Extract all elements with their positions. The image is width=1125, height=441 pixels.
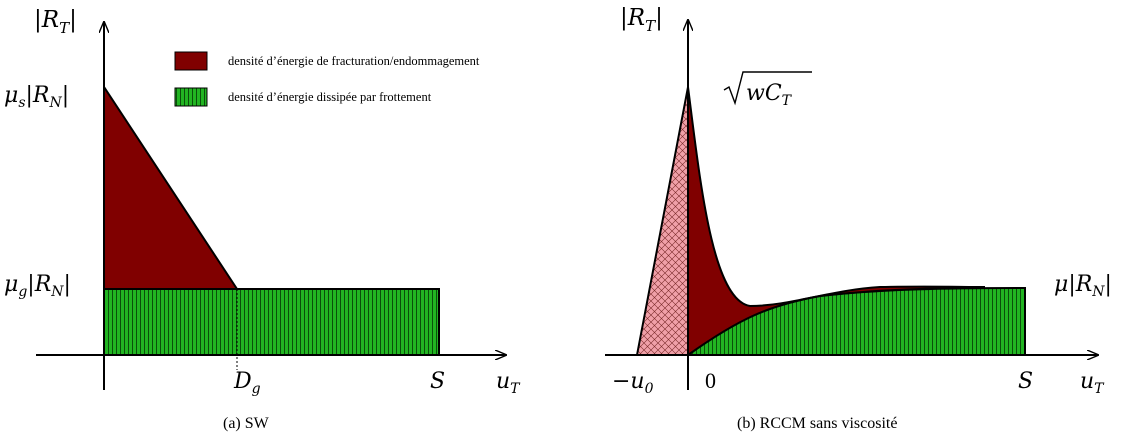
legend-fracture-swatch xyxy=(174,51,208,71)
caption-a: (a) SW xyxy=(223,415,270,432)
mu-s-label: μs|RN| xyxy=(4,83,69,111)
neg-u0-label: −u0 xyxy=(612,369,654,397)
fracture-area-b xyxy=(687,86,986,357)
y-axis-label-b: |RT| xyxy=(620,5,663,35)
legend-friction-swatch xyxy=(174,87,208,107)
panel-a: densité d’énergie de fracturation/endomm… xyxy=(4,7,521,432)
x-axis-label-b: uT xyxy=(1080,369,1105,397)
panel-b: |RT| wCT μ|RN| −u0 0 S uT (b) RCCM sans … xyxy=(605,5,1112,432)
s-label-a: S xyxy=(430,369,445,394)
caption-b: (b) RCCM sans viscosité xyxy=(737,415,897,432)
dg-label: Dg xyxy=(233,369,261,397)
zero-label: 0 xyxy=(705,368,716,393)
mu-g-label: μg|RN| xyxy=(4,272,71,300)
mu-label-b: μ|RN| xyxy=(1054,272,1112,300)
y-axis-label-a: |RT| xyxy=(34,7,77,37)
viscous-triangle-b xyxy=(635,86,689,356)
legend-fracture-label: densité d’énergie de fracturation/endomm… xyxy=(228,54,480,68)
friction-area-a xyxy=(103,288,440,356)
peak-label-text: wCT xyxy=(746,81,793,109)
legend-friction-label: densité d’énergie dissipée par frottemen… xyxy=(228,90,432,104)
peak-label: wCT xyxy=(723,71,812,109)
s-label-b: S xyxy=(1018,369,1033,394)
x-axis-label-a: uT xyxy=(496,369,521,397)
sqrt-sign xyxy=(723,71,812,106)
fracture-triangle-a xyxy=(103,83,239,290)
